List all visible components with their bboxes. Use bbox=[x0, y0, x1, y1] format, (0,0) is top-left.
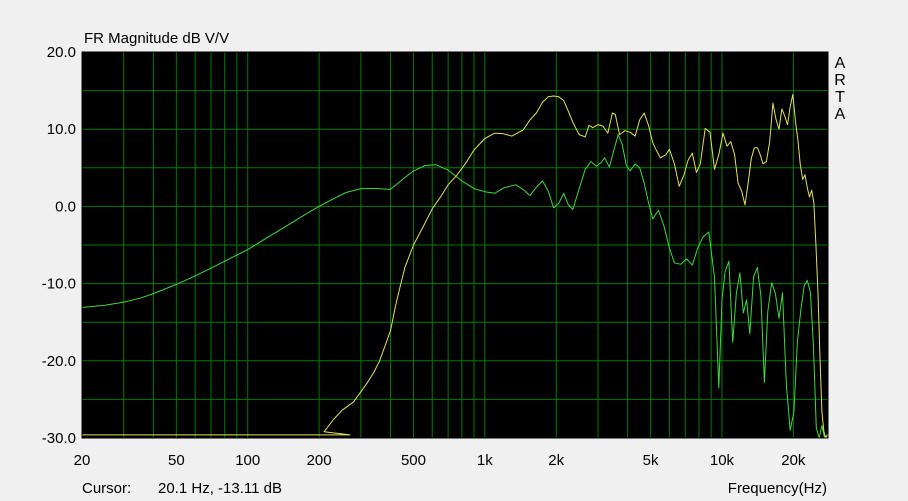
x-tick-labels: 20 50 100 200 500 1k 2k 5k 10k 20k bbox=[74, 452, 806, 469]
y-tick-labels: 20.0 10.0 0.0 -10.0 -20.0 -30.0 bbox=[42, 44, 76, 447]
y-tick-label: 0.0 bbox=[55, 198, 76, 215]
x-axis-label: Frequency(Hz) bbox=[728, 480, 827, 497]
x-tick-label: 20k bbox=[781, 452, 806, 469]
brand-letter: A bbox=[835, 106, 846, 123]
x-tick-label: 2k bbox=[548, 452, 564, 469]
x-tick-label: 10k bbox=[710, 452, 735, 469]
chart-title: FR Magnitude dB V/V bbox=[84, 30, 229, 47]
brand-letter: A bbox=[835, 55, 846, 72]
cursor-label: Cursor: bbox=[82, 480, 131, 497]
brand-letter: R bbox=[834, 72, 846, 89]
series-line-1 bbox=[81, 134, 829, 439]
grid bbox=[81, 51, 828, 439]
x-tick-label: 20 bbox=[74, 452, 91, 469]
x-tick-label: 5k bbox=[643, 452, 659, 469]
y-tick-label: -20.0 bbox=[42, 353, 76, 370]
x-tick-label: 1k bbox=[477, 452, 493, 469]
x-tick-label: 100 bbox=[235, 452, 260, 469]
plot-frame bbox=[81, 51, 829, 439]
y-tick-label: -30.0 bbox=[42, 430, 76, 447]
series-group bbox=[81, 94, 829, 439]
cursor-readout: 20.1 Hz, -13.11 dB bbox=[158, 480, 282, 497]
y-tick-label: 10.0 bbox=[47, 121, 76, 138]
x-tick-label: 50 bbox=[168, 452, 185, 469]
x-tick-label: 500 bbox=[401, 452, 426, 469]
y-tick-label: 20.0 bbox=[47, 44, 76, 61]
x-tick-label: 200 bbox=[307, 452, 332, 469]
y-tick-label: -10.0 bbox=[42, 276, 76, 293]
brand-letter: T bbox=[835, 89, 845, 106]
series-line-2 bbox=[82, 94, 829, 439]
